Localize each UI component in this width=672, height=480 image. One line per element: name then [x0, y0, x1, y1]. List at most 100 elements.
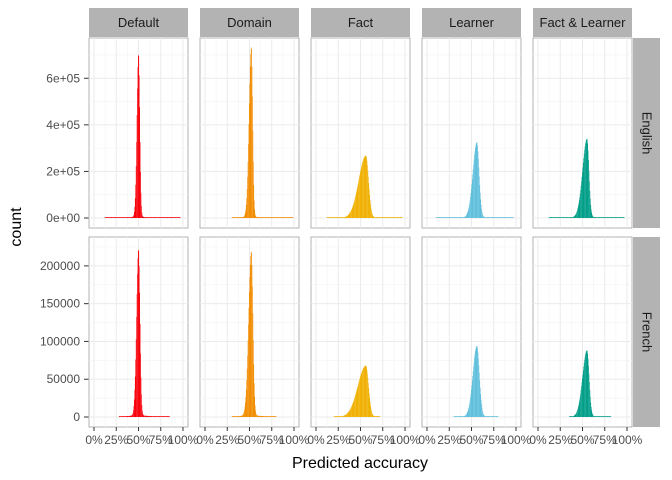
histogram-bar	[278, 217, 280, 218]
histogram-bar	[349, 212, 351, 218]
histogram-bar	[257, 217, 259, 218]
histogram-bar	[374, 217, 375, 218]
y-tick-label: 50000	[47, 372, 81, 386]
histogram-bar	[582, 378, 583, 417]
histogram-bar	[441, 217, 443, 218]
histogram-bar	[130, 217, 131, 218]
histogram-bar	[572, 416, 573, 417]
histogram-bar	[580, 189, 581, 218]
histogram-bar	[372, 215, 374, 218]
histogram-bar	[496, 217, 498, 218]
histogram-bar	[251, 264, 253, 417]
histogram-bar	[264, 217, 266, 218]
histogram-bar	[572, 216, 574, 218]
histogram-bar	[591, 410, 592, 417]
histogram-bar	[620, 217, 622, 218]
histogram-bar	[386, 217, 388, 218]
histogram-bar	[609, 416, 611, 417]
histogram-bar	[435, 217, 437, 218]
histogram-bar	[277, 217, 278, 218]
histogram-bar	[592, 415, 594, 417]
strip-background	[633, 38, 660, 228]
histogram-bar	[244, 214, 246, 218]
histogram-bar	[254, 405, 256, 417]
histogram-bar	[483, 216, 485, 218]
histogram-bar	[380, 217, 382, 218]
histogram-bar	[474, 354, 476, 417]
histogram-bar	[384, 217, 385, 218]
x-tick-label: 75%	[149, 433, 173, 447]
histogram-bar	[173, 217, 174, 218]
histogram-bar	[495, 217, 496, 218]
histogram-bar	[583, 366, 584, 417]
histogram-bar	[364, 157, 365, 218]
histogram-bar	[280, 217, 281, 218]
histogram-bar	[566, 217, 568, 218]
histogram-bar	[139, 142, 141, 218]
histogram-bar	[141, 212, 143, 218]
histogram-bar	[611, 217, 613, 218]
histogram-bar	[366, 160, 368, 218]
histogram-bar	[130, 217, 132, 218]
histogram-bar	[253, 364, 255, 417]
histogram-bar	[269, 217, 271, 218]
histogram-bar	[610, 416, 612, 417]
histogram-bar	[339, 217, 341, 218]
histogram-bar	[371, 212, 373, 218]
histogram-bar	[128, 217, 130, 218]
histogram-bar	[369, 401, 371, 417]
histogram-bar	[169, 217, 170, 218]
histogram-bar	[608, 217, 609, 218]
histogram-bar	[269, 217, 270, 218]
histogram-bar	[127, 416, 129, 417]
histogram-bar	[502, 217, 503, 218]
histogram-bar	[476, 142, 478, 218]
histogram-bar	[558, 217, 560, 218]
histogram-bar	[363, 159, 364, 218]
histogram-bar	[356, 188, 358, 218]
histogram-bar	[589, 181, 590, 218]
histogram-bar	[490, 416, 491, 417]
histogram-bar	[290, 217, 292, 218]
histogram-bar	[455, 217, 457, 218]
histogram-bar	[572, 217, 573, 218]
histogram-bar	[375, 217, 376, 218]
histogram-bar	[357, 384, 359, 417]
histogram-bar	[122, 217, 124, 218]
histogram-bar	[383, 217, 385, 218]
y-tick-label: 100000	[40, 334, 80, 348]
histogram-bar	[258, 217, 259, 218]
histogram-bar	[378, 217, 380, 218]
histogram-bar	[178, 217, 180, 218]
histogram-bar	[600, 217, 602, 218]
y-tick-label: 0	[73, 410, 80, 424]
histogram-bar	[564, 217, 566, 218]
histogram-bar	[126, 416, 128, 417]
histogram-bar	[394, 217, 395, 218]
histogram-bar	[259, 217, 261, 218]
histogram-bar	[451, 217, 453, 218]
histogram-bar	[576, 211, 578, 218]
histogram-bar	[235, 416, 237, 417]
histogram-bar	[329, 217, 331, 218]
histogram-bar	[487, 217, 489, 218]
histogram-bar	[123, 217, 124, 218]
histogram-bar	[291, 217, 293, 218]
histogram-bar	[499, 217, 501, 218]
histogram-bar	[122, 416, 124, 417]
histogram-bar	[135, 184, 136, 218]
histogram-bar	[261, 217, 263, 218]
histogram-bar	[503, 217, 505, 218]
histogram-bar	[554, 217, 555, 218]
histogram-bar	[483, 216, 485, 218]
histogram-bar	[241, 415, 243, 417]
histogram-bar	[390, 217, 392, 218]
histogram-bar	[170, 217, 172, 218]
histogram-bar	[137, 88, 138, 218]
x-tick-label: 75%	[593, 433, 617, 447]
histogram-bar	[257, 217, 258, 218]
histogram-bar	[165, 217, 166, 218]
histogram-bar	[349, 213, 350, 218]
histogram-bar	[260, 217, 262, 218]
histogram-bar	[255, 410, 256, 417]
